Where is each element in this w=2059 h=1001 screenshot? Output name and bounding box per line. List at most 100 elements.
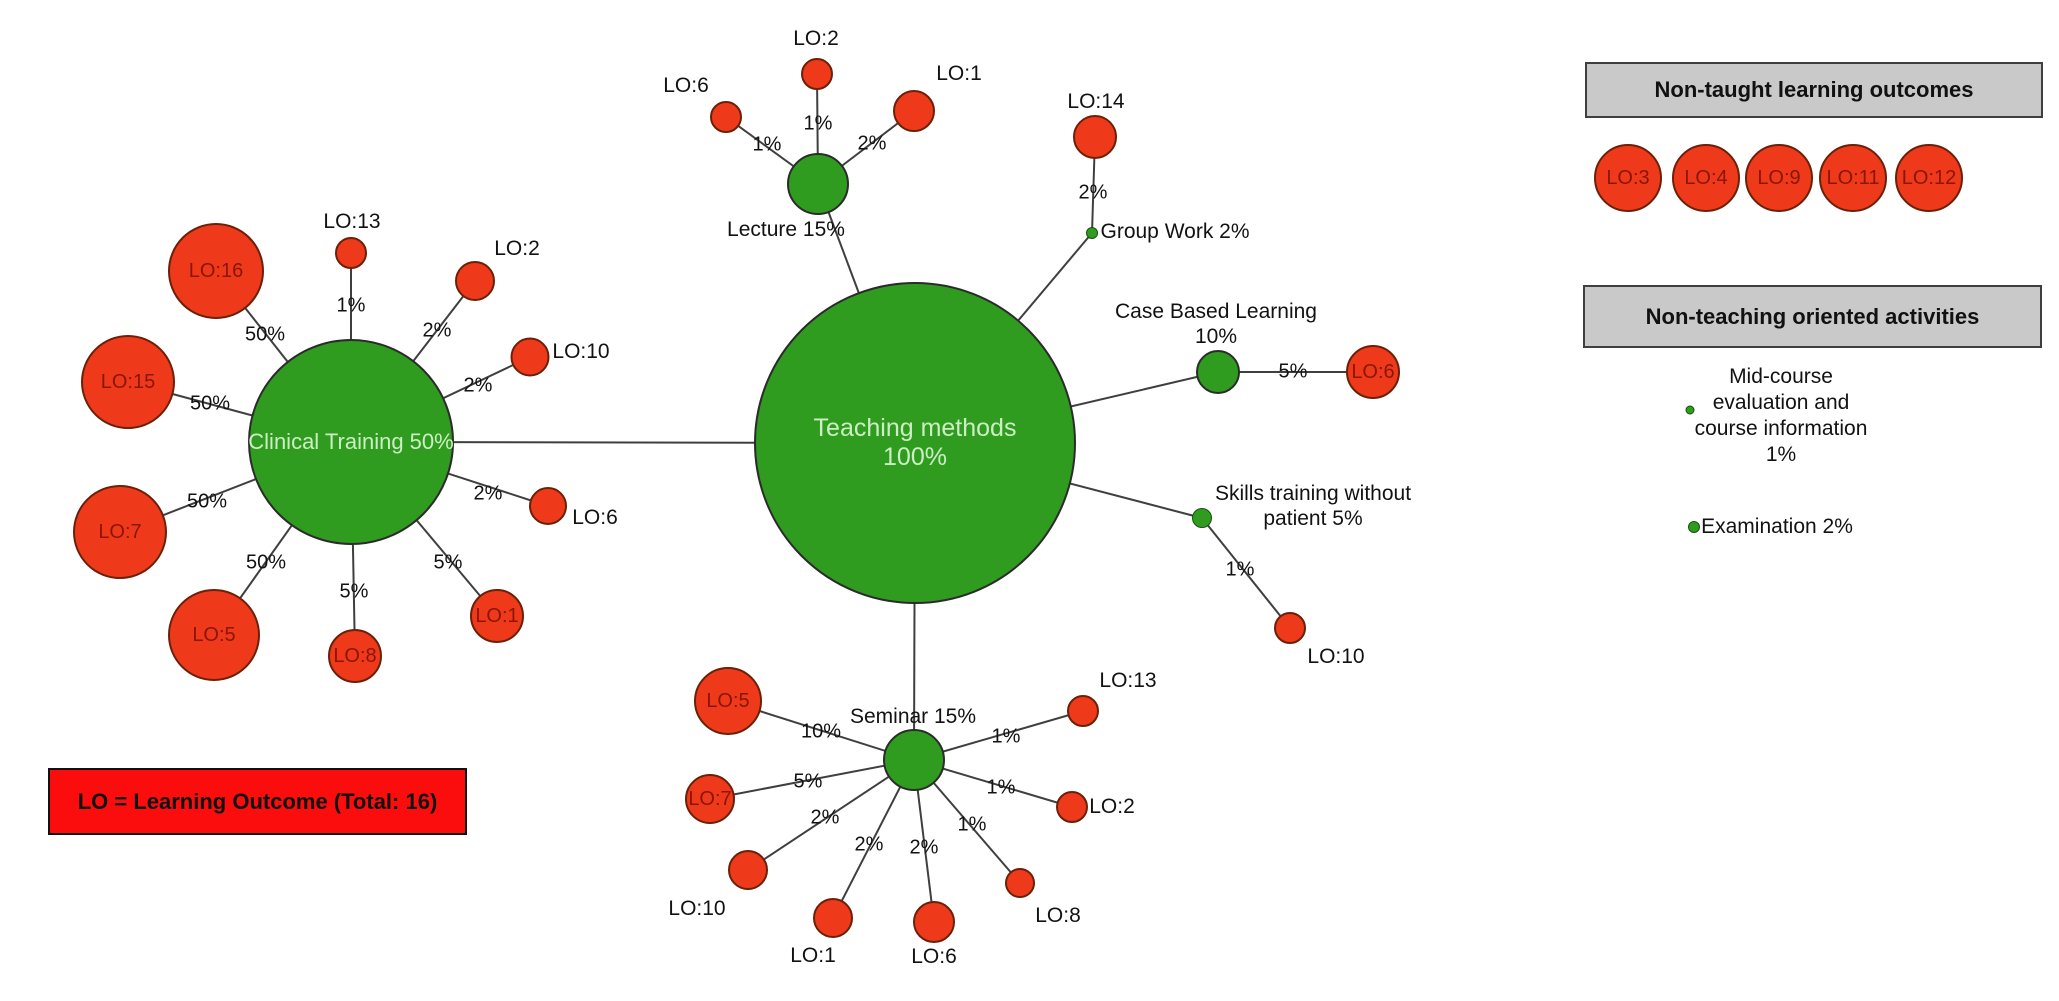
edge-weight-label: 5% <box>433 551 463 574</box>
group-work-node <box>1086 227 1098 239</box>
legend-non-teaching-title: Non-teaching oriented activities <box>1645 303 1980 329</box>
lo6-node-clinical <box>529 487 567 525</box>
lo13-node-clinical <box>335 237 367 269</box>
lo15-node-clinical: LO:15 <box>81 335 175 429</box>
case-based-learning-label-line2: 10% <box>1194 325 1238 348</box>
lo7-node-clinical: LO:7 <box>73 485 167 579</box>
connector-line <box>1201 517 1291 629</box>
lo11-node-legend: LO:11 <box>1819 144 1887 212</box>
edge-weight-label: 5% <box>339 580 369 603</box>
edge-weight-label: 50% <box>244 323 286 346</box>
lo10-skills-label: LO:10 <box>1307 645 1365 668</box>
mid-course-label-line2: evaluation and <box>1712 391 1850 414</box>
mid-course-label-line1: Mid-course <box>1729 365 1833 388</box>
clinical-training-node: Clinical Training 50% <box>248 339 454 545</box>
lo6-casebased-label: LO:6 <box>1351 360 1395 383</box>
group-work-label: Group Work 2% <box>1100 220 1250 243</box>
mid-course-label: Mid-course evaluation and course informa… <box>1695 364 1868 468</box>
edge-weight-label: 2% <box>473 482 503 505</box>
lo1-seminar-label: LO:1 <box>790 944 836 967</box>
lo1-label: LO:1 <box>475 604 519 627</box>
lo13-clinical-label: LO:13 <box>323 210 381 233</box>
lo5-seminar-label: LO:5 <box>706 689 750 712</box>
lo2-node-seminar <box>1056 791 1088 823</box>
lo7-node-seminar: LO:7 <box>685 774 735 824</box>
edge-weight-label: 1% <box>957 813 987 836</box>
lo13-seminar-label: LO:13 <box>1099 669 1157 692</box>
lo3-node-legend: LO:3 <box>1594 144 1662 212</box>
lo5-label: LO:5 <box>192 623 236 646</box>
skills-training-label-line2: patient 5% <box>1263 507 1363 530</box>
lo8-label: LO:8 <box>333 644 377 667</box>
seminar-node <box>883 729 945 791</box>
edge-weight-label: 2% <box>857 132 887 155</box>
lo13-node-seminar <box>1067 695 1099 727</box>
edge-weight-label: 50% <box>189 392 231 415</box>
lo15-label: LO:15 <box>100 370 156 393</box>
lo7-label: LO:7 <box>98 520 142 543</box>
connector-line <box>709 759 915 800</box>
edge-weight-label: 10% <box>800 720 842 743</box>
edge-weight-label: 2% <box>854 833 884 856</box>
edge-weight-label: 50% <box>245 551 287 574</box>
lo5-node-clinical: LO:5 <box>168 589 260 681</box>
lo14-node-groupwork <box>1073 115 1117 159</box>
edge-weight-label: 2% <box>463 374 493 397</box>
lo1-node-lecture <box>893 90 935 132</box>
legend-non-taught-title: Non-taught learning outcomes <box>1654 77 1974 102</box>
footer-note-box: LO = Learning Outcome (Total: 16) <box>48 768 467 835</box>
lo2-clinical-label: LO:2 <box>494 237 540 260</box>
lo8-node-clinical: LO:8 <box>328 629 382 683</box>
mid-course-label-line3: course information <box>1694 417 1868 440</box>
lo6-seminar-label: LO:6 <box>911 945 957 968</box>
lo12-node-legend: LO:12 <box>1895 144 1963 212</box>
lo11-label: LO:11 <box>1826 166 1880 189</box>
edge-weight-label: 2% <box>422 319 452 342</box>
examination-node <box>1688 521 1700 533</box>
edge-weight-label: 1% <box>336 294 366 317</box>
lo6-node-seminar <box>913 901 955 943</box>
edge-weight-label: 2% <box>1078 181 1108 204</box>
edge-weight-label: 1% <box>752 133 782 156</box>
connector-line <box>747 759 915 871</box>
lo12-label: LO:12 <box>1901 166 1957 189</box>
lo9-label: LO:9 <box>1757 166 1801 189</box>
edge-weight-label: 2% <box>810 806 840 829</box>
case-based-learning-label: Case Based Learning 10% <box>1115 299 1317 349</box>
teaching-methods-label: Teaching methods 100% <box>813 414 1017 471</box>
edge-weight-label: 1% <box>1225 558 1255 581</box>
lo1-node-seminar <box>813 898 853 938</box>
lo7-seminar-label: LO:7 <box>688 787 732 810</box>
lo6-clinical-label: LO:6 <box>572 506 618 529</box>
lo4-node-legend: LO:4 <box>1672 144 1740 212</box>
edge-weight-label: 1% <box>986 776 1016 799</box>
seminar-label: Seminar 15% <box>849 705 977 728</box>
edge-weight-label: 1% <box>991 725 1021 748</box>
lo16-node-clinical: LO:16 <box>168 223 264 319</box>
lo2-node-clinical <box>455 261 495 301</box>
lecture-node <box>787 153 849 215</box>
legend-non-teaching-box: Non-teaching oriented activities <box>1583 285 2042 348</box>
lo6-lecture-label: LO:6 <box>663 74 709 97</box>
clinical-training-label: Clinical Training 50% <box>248 429 454 454</box>
lo10-node-seminar <box>728 850 768 890</box>
skills-training-label: Skills training without patient 5% <box>1215 481 1411 531</box>
lo9-node-legend: LO:9 <box>1745 144 1813 212</box>
lo6-node-lecture <box>710 101 742 133</box>
lo14-groupwork-label: LO:14 <box>1067 90 1125 113</box>
lo4-label: LO:4 <box>1684 166 1728 189</box>
edge-weight-label: 2% <box>909 836 939 859</box>
lo2-node-lecture <box>801 58 833 90</box>
lo10-seminar-label: LO:10 <box>668 897 726 920</box>
legend-non-taught-box: Non-taught learning outcomes <box>1585 62 2043 118</box>
lecture-label: Lecture 15% <box>727 218 845 241</box>
lo10-node-skills <box>1274 612 1306 644</box>
lo8-node-seminar <box>1005 868 1035 898</box>
lo1-lecture-label: LO:1 <box>936 62 982 85</box>
footer-note-label: LO = Learning Outcome (Total: 16) <box>77 788 438 814</box>
examination-label: Examination 2% <box>1701 515 1853 538</box>
skills-training-label-line1: Skills training without <box>1214 482 1412 505</box>
lo3-label: LO:3 <box>1606 166 1650 189</box>
lo10-node-clinical <box>510 337 550 377</box>
